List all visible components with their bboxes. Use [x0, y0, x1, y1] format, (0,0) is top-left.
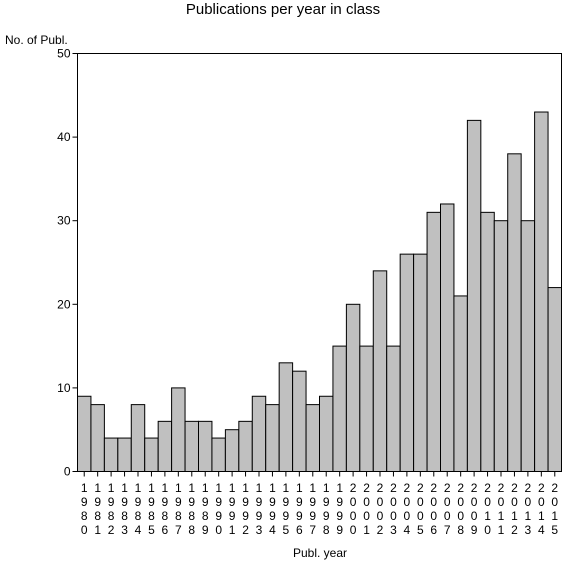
bar-2015: [547, 287, 562, 472]
bar-2004: [399, 253, 415, 472]
bar-1984: [130, 404, 146, 472]
bar-2005: [413, 253, 428, 472]
bar-2014: [534, 111, 549, 473]
x-ticks-group: 1 9 8 0 1 9 8 1 1 9 8 2 1 9 8 3 1 9 8 4 1 9 8 5 1 9 8 6 1 9 8 7 1 9 8 8 1 9 8 9…: [81, 471, 558, 537]
bar-1990: [211, 437, 226, 472]
bar-1997: [305, 404, 320, 472]
y-tick-label: 30: [57, 214, 71, 228]
bar-2009: [466, 119, 482, 472]
bar-1982: [103, 437, 119, 472]
plot-frame: [77, 53, 562, 472]
bar-2002: [372, 270, 388, 472]
bar-1999: [332, 345, 347, 473]
y-tick-label: 50: [57, 47, 71, 61]
bar-1987: [171, 387, 186, 472]
bar-2000: [345, 303, 361, 472]
bars-group: [77, 111, 562, 473]
bar-1989: [198, 420, 213, 472]
chart-title: Publications per year in class: [186, 1, 380, 18]
y-tick-label: 40: [57, 130, 71, 144]
bar-1981: [90, 404, 105, 472]
bar-1994: [265, 404, 280, 472]
bar-2001: [359, 345, 374, 473]
bar-1993: [251, 395, 267, 473]
bar-2006: [426, 211, 441, 472]
y-ticks-group: 0 10 20 30 40 50: [57, 47, 78, 479]
bar-1991: [224, 429, 240, 473]
bar-1980: [77, 395, 92, 473]
bar-2003: [386, 345, 401, 473]
bar-1996: [292, 370, 307, 472]
bar-2008: [453, 295, 468, 472]
y-axis-label: No. of Publ.: [5, 33, 68, 47]
bar-1992: [238, 420, 253, 472]
bar-1983: [117, 437, 132, 472]
bar-1995: [278, 362, 294, 473]
bar-2007: [440, 203, 455, 472]
y-tick-label: 20: [57, 297, 71, 311]
bar-2013: [520, 220, 536, 472]
bar-2011: [493, 220, 509, 472]
bar-1985: [144, 437, 159, 472]
y-tick-label: 10: [57, 381, 71, 395]
x-axis-label: Publ. year: [293, 546, 347, 560]
y-tick-label: 0: [64, 465, 71, 479]
bar-2010: [480, 211, 495, 472]
bar-1986: [157, 420, 173, 472]
bar-1998: [319, 395, 334, 473]
bar-1988: [184, 420, 199, 472]
bar-2012: [507, 153, 522, 472]
